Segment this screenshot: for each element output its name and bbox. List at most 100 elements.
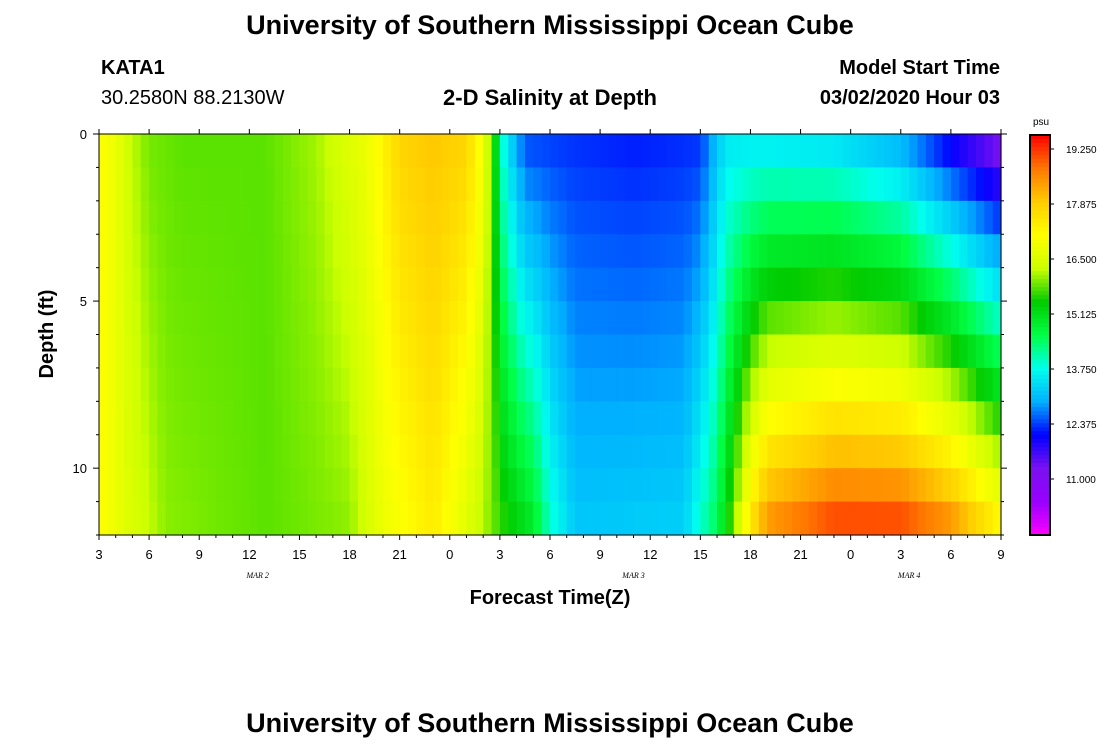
heatmap-cell (675, 468, 685, 503)
heatmap-cell (550, 134, 559, 169)
heatmap-cell (792, 234, 802, 269)
heatmap-cell (124, 434, 134, 469)
heatmap-cell (524, 167, 534, 202)
colorbar-swatch (1030, 135, 1050, 140)
heatmap-cell (641, 334, 651, 369)
heatmap-cell (424, 234, 434, 269)
heatmap-cell (691, 434, 701, 469)
heatmap-cell (792, 301, 802, 336)
heatmap-cell (124, 234, 134, 269)
colorbar-swatch (1030, 515, 1050, 520)
heatmap-cell (859, 501, 868, 536)
heatmap-cell (474, 334, 484, 369)
heatmap-cell (458, 267, 468, 302)
heatmap-cell (959, 367, 969, 402)
heatmap-cell (182, 234, 192, 269)
colorbar-swatch (1030, 359, 1050, 364)
heatmap-cell (115, 334, 125, 369)
heatmap-cell (817, 200, 827, 235)
colorbar-swatch (1030, 363, 1050, 368)
heatmap-cell (675, 301, 685, 336)
heatmap-cell (792, 167, 802, 202)
heatmap-cell (600, 167, 610, 202)
heatmap-cell (174, 167, 184, 202)
heatmap-cell (391, 301, 401, 336)
heatmap-cell (257, 167, 267, 202)
heatmap-cell (775, 167, 785, 202)
y-tick-label: 5 (80, 294, 87, 309)
heatmap-cell (458, 234, 468, 269)
heatmap-cell (608, 334, 618, 369)
heatmap-cell (616, 434, 626, 469)
heatmap-cell (842, 301, 852, 336)
heatmap-cell (900, 334, 910, 369)
plot-title: 2-D Salinity at Depth (443, 85, 657, 110)
heatmap-cell (783, 401, 793, 436)
heatmap-cell (625, 301, 635, 336)
heatmap-cell (817, 134, 827, 169)
heatmap-cell (474, 434, 484, 469)
colorbar-swatch (1030, 155, 1050, 160)
heatmap-cell (750, 167, 760, 202)
heatmap-cell (157, 267, 167, 302)
heatmap-cell (867, 134, 877, 169)
heatmap-cell (900, 501, 910, 536)
heatmap-cell (341, 468, 351, 503)
heatmap-cell (984, 167, 994, 202)
heatmap-cell (825, 367, 835, 402)
heatmap-cell (666, 200, 676, 235)
heatmap-cell (917, 501, 927, 536)
heatmap-cell (984, 267, 994, 302)
heatmap-cell (575, 267, 585, 302)
heatmap-cell (884, 367, 894, 402)
heatmap-cell (107, 200, 117, 235)
heatmap-cell (190, 200, 200, 235)
heatmap-cell (666, 134, 676, 169)
heatmap-cell (499, 501, 509, 536)
heatmap-cell (725, 401, 735, 436)
colorbar-swatch (1030, 251, 1050, 256)
heatmap-cell (232, 200, 242, 235)
heatmap-cell (591, 501, 601, 536)
heatmap-cell (190, 234, 200, 269)
heatmap-cell (199, 234, 209, 269)
heatmap-cell (808, 134, 818, 169)
heatmap-cell (174, 501, 184, 536)
heatmap-cell (850, 468, 860, 503)
heatmap-cell (942, 468, 952, 503)
heatmap-cell (124, 401, 134, 436)
heatmap-cell (750, 301, 760, 336)
heatmap-cell (140, 200, 150, 235)
heatmap-cell (433, 134, 443, 169)
heatmap-cell (859, 434, 868, 469)
heatmap-cell (399, 200, 409, 235)
colorbar-tick-label: 11.000 (1066, 475, 1096, 486)
heatmap-cell (575, 301, 585, 336)
heatmap-cell (516, 200, 526, 235)
heatmap-cell (240, 401, 250, 436)
heatmap-cell (775, 468, 785, 503)
heatmap-cell (124, 501, 134, 536)
heatmap-cell (349, 134, 359, 169)
heatmap-cell (332, 401, 342, 436)
heatmap-cell (416, 267, 426, 302)
heatmap-cell (641, 301, 651, 336)
heatmap-cell (516, 234, 526, 269)
heatmap-cell (666, 434, 676, 469)
heatmap-cell (767, 501, 777, 536)
heatmap-cell (232, 401, 242, 436)
heatmap-cell (591, 401, 601, 436)
heatmap-cell (758, 401, 768, 436)
colorbar-swatch (1030, 287, 1050, 292)
heatmap-cell (366, 501, 376, 536)
heatmap-cell (474, 134, 484, 169)
heatmap-cell (700, 267, 710, 302)
heatmap-cell (374, 468, 384, 503)
heatmap-cell (984, 134, 994, 169)
colorbar-tick-label: 12.375 (1066, 420, 1097, 431)
heatmap-cell (291, 468, 301, 503)
heatmap-cell (524, 134, 534, 169)
colorbar-swatch (1030, 295, 1050, 300)
heatmap-cell (107, 167, 117, 202)
heatmap-cell (274, 301, 284, 336)
